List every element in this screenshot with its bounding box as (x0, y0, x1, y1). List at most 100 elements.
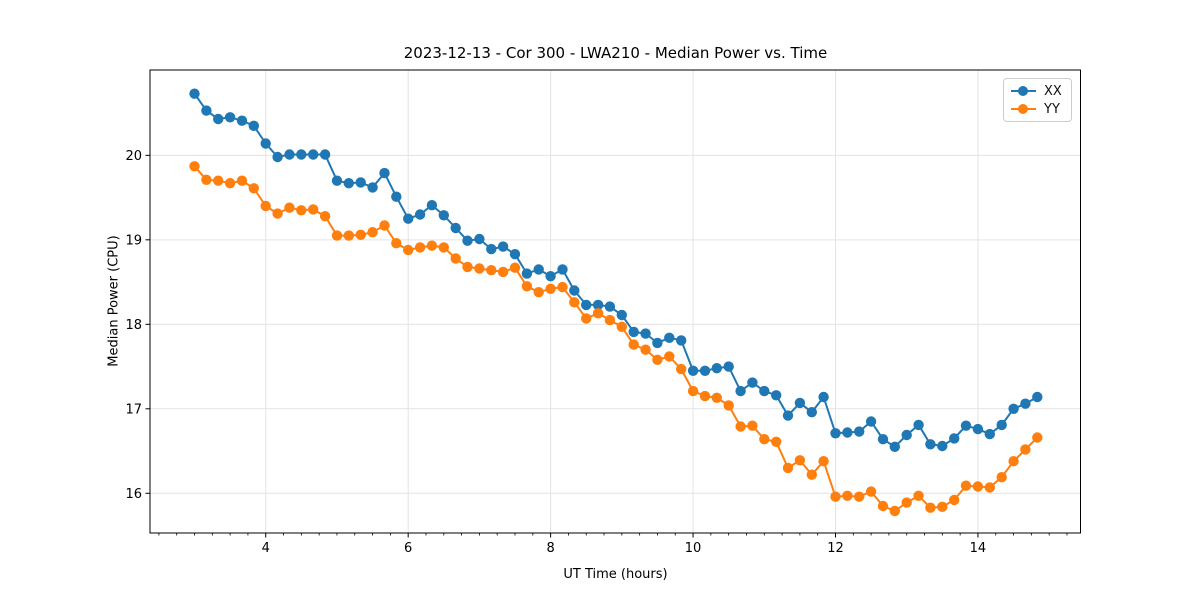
series-xx-point (319, 149, 331, 160)
series-xx-point (759, 385, 770, 397)
series-xx-point (201, 105, 212, 116)
series-yy-point (486, 265, 497, 276)
legend-label-yy: YY (1044, 101, 1060, 117)
legend-entry-yy: YY (1011, 103, 1064, 116)
series-xx-point (296, 149, 307, 160)
series-xx-point (414, 209, 426, 220)
x-tick-label: 14 (970, 541, 987, 556)
series-yy-point (664, 351, 675, 362)
series-xx-point (331, 175, 343, 186)
series-xx-point (901, 429, 912, 441)
x-tick-label: 4 (262, 541, 270, 556)
series-xx-point (391, 191, 402, 202)
series-xx-point (236, 115, 248, 126)
series-xx-point (794, 397, 806, 409)
series-xx-point (960, 420, 972, 431)
series-xx-point (664, 332, 675, 343)
series-yy-point (331, 230, 343, 241)
series-xx-point (747, 377, 758, 388)
series-xx-point (343, 178, 354, 189)
series-yy-point (759, 434, 770, 445)
y-tick-label: 18 (125, 318, 142, 333)
series-yy-point (949, 494, 960, 506)
series-xx-point (984, 428, 995, 440)
y-tick-label: 16 (125, 487, 142, 502)
series-xx-point (355, 177, 366, 188)
series-yy-point (747, 420, 758, 431)
series-xx-point (889, 441, 900, 452)
series-yy-point (569, 297, 580, 308)
series-yy-point (545, 283, 556, 294)
series-yy-point (1008, 456, 1019, 467)
series-yy-point (972, 481, 984, 492)
y-axis-label: Median Power (CPU) (106, 235, 122, 367)
series-yy-point (343, 230, 354, 241)
series-yy-point (735, 421, 746, 432)
series-yy-point (403, 244, 414, 256)
series-yy-point (711, 392, 722, 403)
series-yy-point (581, 313, 592, 324)
y-tick-label: 19 (125, 233, 142, 248)
series-yy-point (830, 491, 841, 502)
series-xx-point (640, 328, 651, 339)
x-tick-label: 6 (404, 541, 412, 556)
series-xx-point (189, 88, 200, 99)
series-xx-point (581, 299, 592, 311)
series-xx-point (628, 326, 639, 338)
series-xx-point (616, 309, 627, 321)
chart-title: 2023-12-13 - Cor 300 - LWA210 - Median P… (403, 44, 828, 62)
series-yy-point (877, 500, 889, 512)
series-yy-point (272, 208, 283, 219)
series-xx-point (818, 391, 829, 403)
series-xx-point (604, 301, 616, 312)
legend-line-yy-icon (1011, 104, 1036, 114)
series-xx-point (213, 113, 224, 125)
grid (150, 70, 1081, 533)
series-yy-point (296, 205, 307, 216)
legend-label-xx: XX (1044, 83, 1062, 99)
series-xx-point (687, 365, 699, 376)
y-tick-label: 17 (125, 402, 142, 417)
series-xx-point (248, 120, 259, 131)
series-yy-point (367, 227, 378, 238)
series-yy-point (213, 175, 224, 186)
series-xx-point (913, 419, 924, 431)
series-yy-point (913, 490, 924, 501)
tick-labels: 4 6 8 10 12 14 16 17 18 19 20 (125, 149, 986, 556)
series-xx-point (937, 440, 948, 452)
series-xx-point (557, 264, 568, 275)
series-yy-point (355, 229, 366, 240)
series-yy-point (854, 491, 865, 502)
series-xx-point (842, 427, 853, 438)
series-yy-point (319, 211, 331, 222)
series-xx-point (652, 337, 663, 349)
axis-ticks (145, 154, 1068, 538)
series-xx-point (699, 365, 711, 376)
series-xx-point (438, 210, 449, 221)
series-xx-line (193, 93, 1038, 448)
series-yy-point (628, 339, 639, 350)
series-yy-point (592, 308, 604, 319)
series-xx-point (450, 222, 461, 234)
series-xx-point (592, 299, 604, 311)
series-yy-point (462, 261, 473, 273)
series-yy-point (794, 455, 806, 466)
series-yy-point (557, 281, 568, 293)
x-tick-label: 8 (546, 541, 554, 556)
legend-line-xx-icon (1011, 86, 1036, 96)
series-xx-point (925, 439, 936, 450)
series-yy (189, 161, 1043, 517)
x-axis-label: UT Time (hours) (563, 567, 668, 582)
series-yy-point (509, 262, 521, 273)
series-xx-point (723, 361, 734, 372)
series-yy-point (284, 202, 295, 213)
series-xx-point (830, 428, 841, 439)
series-xx-point (877, 434, 889, 445)
series-yy-point (260, 200, 271, 212)
series-xx-point (474, 233, 485, 245)
series-yy-point (426, 240, 438, 251)
series-yy-point (984, 482, 995, 493)
series-xx-point (782, 410, 794, 421)
series-yy-point (1020, 444, 1031, 455)
